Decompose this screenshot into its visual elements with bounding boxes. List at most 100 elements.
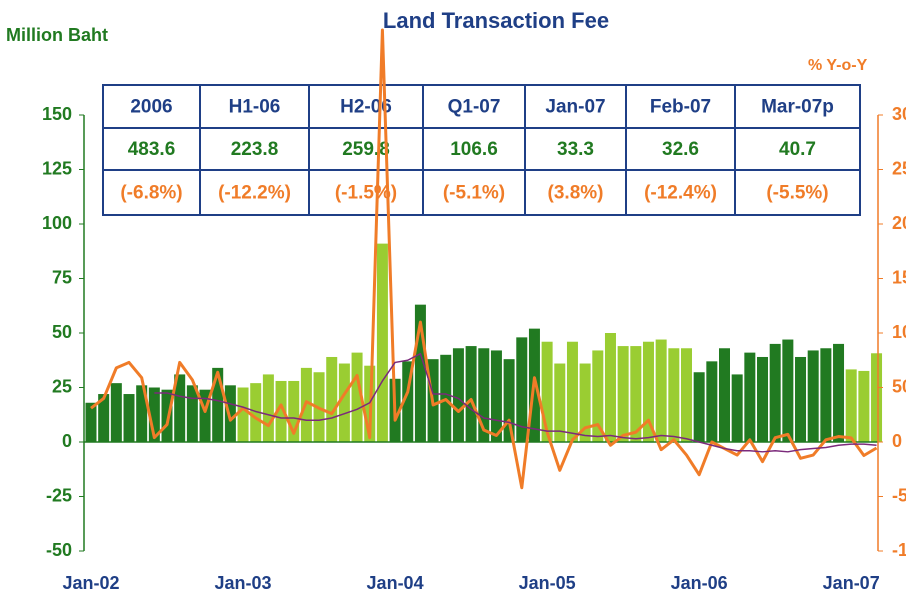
bar [630,346,642,442]
bar [326,356,338,442]
table-cell: Feb-07 [650,97,711,118]
bar [604,333,616,442]
bar [554,363,566,442]
bar [871,353,883,442]
table-cell: H1-06 [229,97,281,118]
bar [719,348,730,442]
bar [110,383,122,442]
y-axis-label: Million Baht [6,25,108,45]
table-cell: Jan-07 [545,97,605,118]
y-tick-label: 75 [52,267,72,287]
bar [833,343,845,442]
bar [795,356,807,442]
bar [465,346,477,442]
bar [642,341,654,442]
bar [655,339,667,442]
bar [757,356,769,442]
table-cell: 223.8 [231,139,279,160]
line-series [154,352,877,453]
y2-tick-label: 150 [892,267,906,287]
y-tick-label: -50 [46,540,72,560]
bar [452,348,464,442]
x-tick-label: Jan-07 [823,573,880,593]
bar [503,359,515,442]
x-tick-label: Jan-04 [367,573,424,593]
bar [693,372,705,442]
bar [148,387,160,442]
bar [174,374,186,442]
bar [250,383,262,442]
bar [782,339,794,442]
y2-tick-label: 300 [892,104,906,124]
bar [98,394,110,442]
table-cell: Mar-07p [761,97,834,118]
bar [288,380,300,442]
line-series [90,28,878,490]
bar [566,341,578,442]
y2-tick-label: 200 [892,213,906,233]
bar [376,243,388,442]
x-tick-label: Jan-03 [215,573,272,593]
bar [199,389,211,442]
table-cell: (3.8%) [548,183,604,204]
bar [186,385,198,442]
bar [592,350,604,442]
bar [85,402,97,442]
y2-tick-label: 250 [892,158,906,178]
bar [212,367,224,442]
x-tick-label: Jan-06 [671,573,728,593]
bar [744,352,756,442]
bar [668,348,680,442]
bar [224,385,236,442]
bar [516,337,528,442]
y-tick-label: -25 [46,485,72,505]
y-tick-label: 50 [52,322,72,342]
table-cell: (-1.5%) [335,183,397,204]
y2-tick-label: -50 [892,485,906,505]
table-cell: 33.3 [557,139,594,160]
bar [237,387,249,442]
table-cell: 106.6 [450,139,498,160]
bar [858,370,870,442]
bar [275,380,287,442]
y2-tick-label: 50 [892,376,906,396]
table-cell: (-12.2%) [218,183,291,204]
bar [579,363,591,442]
bar [820,348,832,442]
summary-table: 2006 H1-06 H2-06 Q1-07 Jan-07 Feb-07 Mar-07p48… [102,84,861,216]
table-cell: 483.6 [128,139,176,160]
y-tick-label: 100 [42,213,72,233]
bar [414,304,426,442]
table-cell: (-5.1%) [443,183,505,204]
table-background [102,84,861,216]
bar [123,394,135,442]
bar [845,369,857,442]
bar [338,363,350,442]
y-tick-label: 0 [62,431,72,451]
y2-axis-label: % Y-o-Y [808,57,868,74]
table-cell: 2006 [130,97,172,118]
bar [731,374,743,442]
bar [351,352,363,442]
bar [680,348,692,442]
bar [706,361,718,442]
bar [161,389,173,442]
bar [136,385,148,442]
bar [617,346,629,442]
bar [541,341,553,442]
y2-tick-label: -100 [892,540,906,560]
bar [262,374,274,442]
bar [769,343,781,442]
bar [807,350,819,442]
x-tick-label: Jan-02 [62,573,119,593]
table-cell: (-12.4%) [644,183,717,204]
bar [478,348,490,442]
chart-title: Land Transaction Fee [383,8,609,33]
y-tick-label: 125 [42,158,72,178]
bar [490,350,502,442]
x-tick-label: Jan-05 [519,573,576,593]
table-cell: Q1-07 [448,97,501,118]
table-cell: 32.6 [662,139,699,160]
table-cell: (-6.8%) [120,183,182,204]
